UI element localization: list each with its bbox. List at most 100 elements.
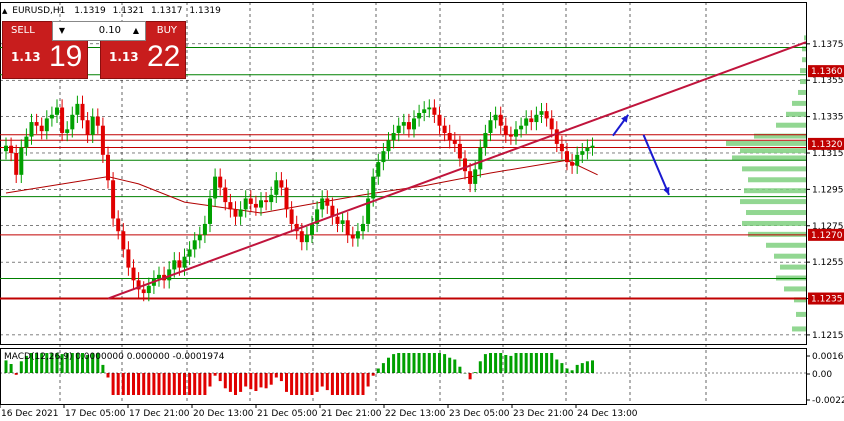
candle-body: [468, 171, 473, 184]
macd-histogram-bar: [290, 373, 294, 395]
candle-body: [457, 143, 462, 159]
macd-histogram-bar: [555, 359, 559, 373]
volume-profile-bar: [786, 111, 806, 117]
candle-body: [570, 162, 575, 166]
macd-histogram-bar: [361, 373, 365, 395]
sell-big-figure: 1.13: [11, 50, 41, 64]
trendline: [107, 41, 807, 300]
price-tick-label: 1.1275: [812, 222, 844, 232]
volume-profile-bar: [798, 89, 806, 95]
macd-tick-label: 0.00: [812, 370, 832, 380]
macd-histogram-bar: [489, 353, 492, 373]
macd-histogram-bar: [412, 353, 416, 373]
macd-histogram-bar: [142, 373, 146, 395]
macd-histogram-bar: [397, 353, 401, 373]
candle-body: [9, 145, 14, 153]
arrow-head: [621, 114, 629, 123]
macd-histogram-bar: [101, 364, 105, 373]
candle-body: [111, 180, 116, 219]
macd-histogram-bar: [550, 353, 554, 373]
volume-profile-bar: [732, 155, 806, 161]
macd-histogram-bar: [81, 353, 84, 373]
macd-histogram-bar: [371, 373, 375, 376]
candle-body: [141, 289, 146, 294]
macd-histogram-bar: [438, 353, 441, 373]
candle-body: [233, 209, 238, 217]
candle-body: [238, 209, 243, 217]
candle-body: [274, 180, 279, 195]
macd-histogram-bar: [244, 373, 248, 387]
volume-profile-bar: [774, 253, 806, 259]
macd-histogram-bar: [106, 373, 110, 378]
candle-body: [350, 234, 355, 239]
macd-histogram-bar: [325, 373, 329, 391]
macd-histogram-bar: [300, 373, 304, 395]
macd-histogram-bar: [239, 373, 243, 392]
candle-body: [524, 118, 529, 126]
macd-histogram-bar: [575, 364, 579, 373]
macd-histogram-bar: [167, 373, 171, 395]
candle-body: [315, 209, 320, 224]
macd-histogram-bar: [162, 373, 166, 395]
volume-profile-bar: [744, 188, 806, 194]
candle-body: [401, 122, 406, 126]
price-level-label: 1.1360: [811, 67, 843, 77]
macd-histogram-bar: [524, 353, 528, 373]
candle-body: [412, 118, 416, 130]
macd-histogram-bar: [519, 353, 523, 373]
candle-body: [294, 223, 299, 232]
volume-profile-bar: [740, 199, 806, 205]
candle-body: [4, 145, 8, 152]
candle-body: [49, 114, 54, 119]
candle-body: [95, 116, 100, 126]
macd-histogram-bar: [126, 373, 130, 395]
one-click-trading-panel: SELL 1.13 19 BUY 1.13 22 ▼ 0.10 ▲: [2, 21, 188, 79]
buy-pips: 22: [147, 40, 181, 73]
macd-histogram-bar: [565, 368, 569, 373]
macd-histogram-bar: [427, 353, 431, 373]
candle-body: [580, 151, 585, 155]
candle-body: [248, 198, 253, 204]
macd-histogram-bar: [121, 373, 125, 395]
candle-body: [14, 152, 19, 175]
volume-down-icon[interactable]: ▼: [58, 26, 66, 35]
macd-histogram-bar: [417, 353, 421, 373]
sell-pips: 19: [49, 40, 83, 73]
volume-value[interactable]: 0.10: [98, 25, 121, 36]
macd-histogram-bar: [366, 373, 370, 387]
volume-stepper[interactable]: ▼ 0.10 ▲: [52, 21, 146, 41]
forecast-arrow: [642, 134, 670, 196]
candle-body: [345, 220, 350, 235]
macd-histogram-bar: [60, 354, 64, 373]
buy-big-figure: 1.13: [109, 50, 139, 64]
macd-histogram-bar: [193, 373, 197, 395]
high-price: 1.1321: [112, 6, 145, 16]
volume-profile-bar: [766, 242, 806, 248]
candle-body: [121, 231, 126, 250]
macd-histogram-bar: [254, 373, 258, 391]
candle-body: [330, 205, 335, 217]
macd-tick-label: 0.001620: [812, 352, 844, 362]
candle-body: [269, 194, 274, 203]
candle-body: [565, 151, 569, 163]
time-tick-label: 21 Dec 05:00: [257, 409, 318, 419]
macd-tick-label: -0.00228: [812, 396, 844, 406]
candle-body: [253, 203, 258, 208]
close-price: 1.1319: [189, 6, 221, 16]
candle-body: [116, 218, 121, 232]
macd-histogram-bar: [336, 373, 339, 395]
macd-histogram-bar: [147, 373, 151, 395]
volume-up-icon[interactable]: ▲: [132, 26, 140, 35]
candle-body: [508, 134, 513, 137]
macd-histogram-bar: [35, 353, 39, 373]
macd-histogram-bar: [86, 355, 90, 373]
time-tick-label: 16 Dec 2021: [1, 409, 59, 419]
volume-profile-bar: [802, 46, 806, 52]
candle-body: [340, 220, 345, 224]
macd-histogram-bar: [269, 373, 273, 385]
candle-body: [289, 209, 294, 224]
volume-profile-bar: [800, 79, 806, 85]
time-tick-label: 21 Dec 21:00: [321, 409, 382, 419]
triangle-icon[interactable]: ▲: [2, 7, 8, 15]
time-tick-label: 22 Dec 13:00: [385, 409, 446, 419]
